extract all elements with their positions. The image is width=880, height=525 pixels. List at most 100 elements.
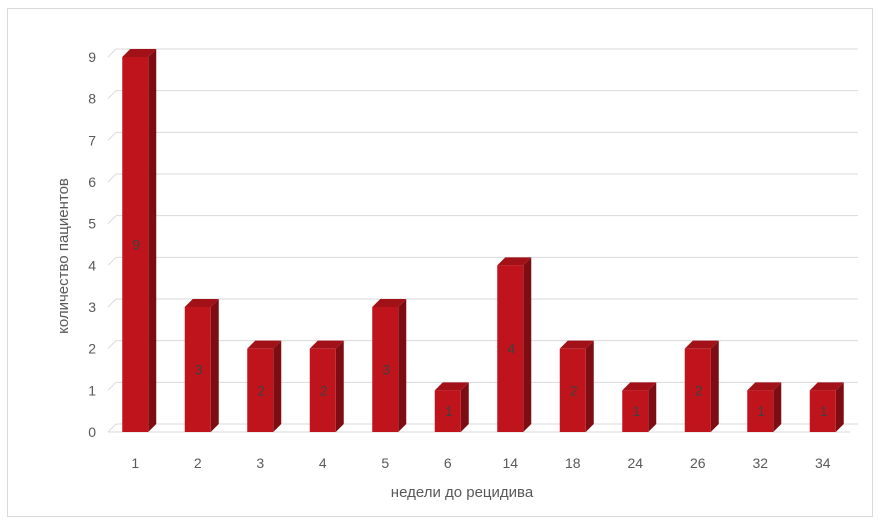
bar-front	[684, 348, 711, 432]
x-tick-label: 6	[444, 455, 452, 471]
data-label: 9	[132, 237, 140, 253]
bar-front	[184, 307, 211, 432]
bar-side	[773, 382, 782, 432]
x-tick-label: 24	[627, 455, 643, 471]
data-label: 2	[320, 382, 328, 398]
bar-side	[398, 299, 407, 432]
y-axis-ticks: 0 1 2 3 4 5 6 7 8 9	[88, 49, 96, 440]
bar-front	[497, 265, 524, 432]
bar-top	[684, 340, 719, 349]
bar-top	[122, 49, 157, 57]
x-tick-label: 2	[194, 455, 202, 471]
x-tick-label: 26	[690, 455, 706, 471]
y-tick-label: 1	[88, 382, 96, 398]
bar	[622, 382, 657, 432]
bar-top	[809, 382, 844, 391]
bar-side	[585, 340, 594, 432]
x-axis-title: недели до рецидива	[391, 484, 534, 501]
data-label: 3	[382, 362, 390, 378]
x-tick-label: 18	[565, 455, 581, 471]
data-label: 1	[757, 403, 765, 419]
data-label: 4	[507, 341, 515, 357]
y-tick-label: 8	[88, 91, 96, 107]
bar-front	[122, 57, 149, 432]
y-tick-label: 5	[88, 216, 96, 232]
bar-front	[247, 348, 274, 432]
gridline-depth	[107, 131, 117, 141]
bar	[434, 382, 469, 432]
y-tick-label: 3	[88, 299, 96, 315]
bar-side	[460, 382, 469, 432]
bar-top	[309, 340, 344, 349]
bar-side	[648, 382, 657, 432]
gridline-depth	[107, 298, 117, 308]
x-tick-label: 34	[815, 455, 831, 471]
data-labels: 9 3 2 2 3 1 4 2 1 2 1 1	[132, 237, 828, 420]
y-tick-label: 4	[88, 257, 96, 273]
bar	[497, 257, 532, 432]
gridline-depth	[107, 381, 117, 391]
gridline-depth	[107, 215, 117, 225]
x-tick-label: 1	[131, 455, 139, 471]
data-label: 2	[695, 382, 703, 398]
data-label: 2	[570, 382, 578, 398]
data-label: 2	[257, 382, 265, 398]
bar-top	[747, 382, 782, 391]
bar-side	[273, 340, 282, 432]
bar-side	[523, 257, 532, 432]
bar-front	[372, 307, 399, 432]
y-tick-label: 6	[88, 174, 96, 190]
y-tick-label: 9	[88, 49, 96, 65]
data-label: 1	[632, 403, 640, 419]
data-label: 3	[195, 362, 203, 378]
x-tick-label: 32	[752, 455, 768, 471]
bar	[747, 382, 782, 432]
bar-top	[434, 382, 469, 391]
bars	[122, 49, 844, 432]
x-tick-label: 14	[502, 455, 518, 471]
data-label: 1	[445, 403, 453, 419]
gridline-depth	[107, 423, 117, 433]
bar	[684, 340, 719, 432]
bar-side	[210, 299, 219, 432]
gridline-depth	[107, 90, 117, 100]
data-label: 1	[820, 403, 828, 419]
bar-top	[184, 299, 219, 307]
bar	[372, 299, 407, 432]
bar-front	[309, 348, 336, 432]
y-tick-label: 7	[88, 132, 96, 148]
gridline-depth	[107, 48, 117, 58]
bar-front	[747, 390, 774, 432]
gridlines	[107, 48, 858, 433]
bar-top	[372, 299, 407, 307]
bar	[184, 299, 219, 432]
y-tick-label: 0	[88, 424, 96, 440]
bar	[559, 340, 594, 432]
y-tick-label: 2	[88, 341, 96, 357]
x-tick-label: 4	[319, 455, 327, 471]
bar	[247, 340, 282, 432]
bar-front	[809, 390, 836, 432]
x-axis-ticks: 1 2 3 4 5 6 14 18 24 26 32 34	[131, 455, 830, 471]
bar-top	[497, 257, 532, 266]
bar-front	[434, 390, 461, 432]
bar	[809, 382, 844, 432]
bar-side	[710, 340, 719, 432]
bar	[122, 49, 157, 432]
bar	[309, 340, 344, 432]
bar-top	[622, 382, 657, 391]
x-tick-label: 5	[381, 455, 389, 471]
gridline-depth	[107, 173, 117, 183]
bar-side	[148, 49, 157, 432]
bar-side	[835, 382, 844, 432]
bar-front	[559, 348, 586, 432]
y-axis-title: количество пациентов	[55, 178, 72, 334]
gridline-depth	[107, 256, 117, 266]
bar-front	[622, 390, 649, 432]
bar-side	[335, 340, 344, 432]
bar-top	[559, 340, 594, 349]
x-tick-label: 3	[256, 455, 264, 471]
bar-top	[247, 340, 282, 349]
gridline-depth	[107, 340, 117, 350]
